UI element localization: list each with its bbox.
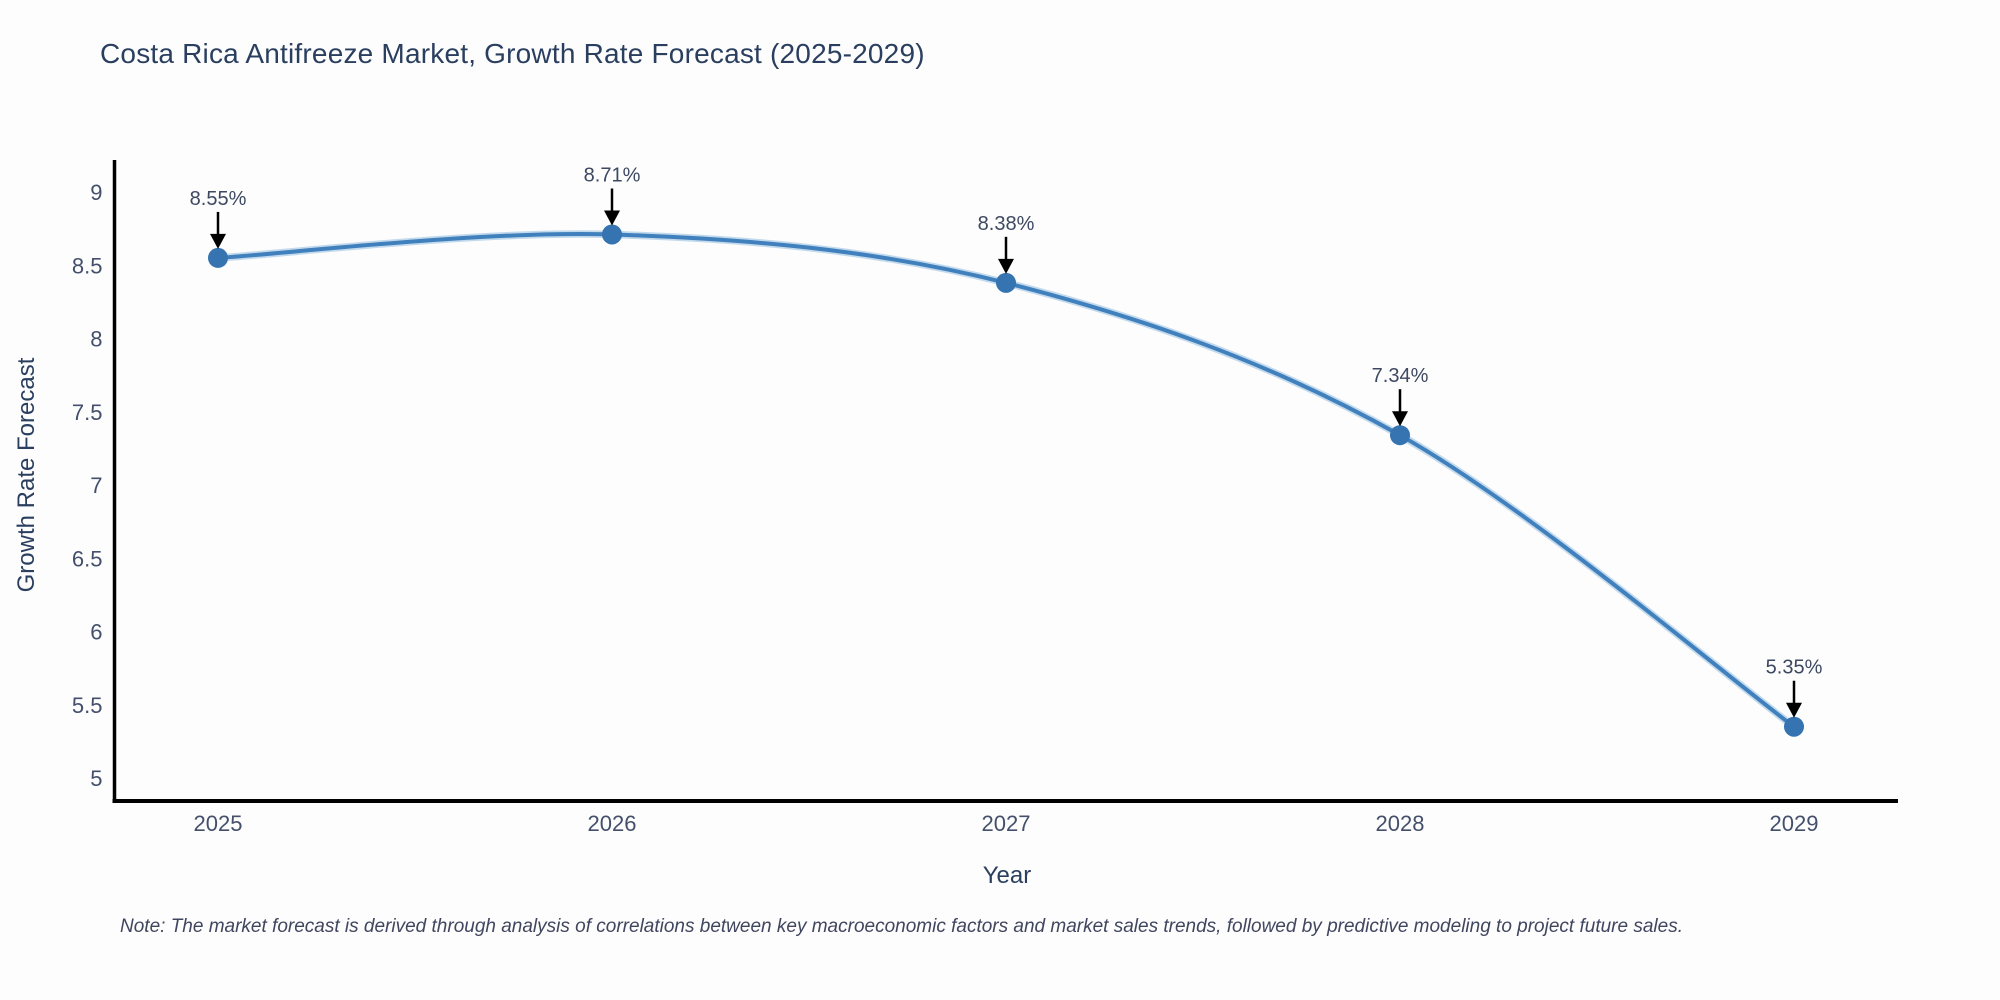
series-line-halo [214, 230, 1798, 731]
data-point-marker [1390, 425, 1410, 446]
data-point-marker [996, 272, 1016, 293]
annotation-arrow-head [604, 210, 620, 226]
y-tick-label: 9 [90, 180, 102, 205]
annotation-arrow-head [1392, 411, 1408, 427]
data-point-marker [1784, 716, 1804, 737]
y-tick-label: 7 [90, 473, 102, 498]
data-point-marker [208, 247, 228, 268]
data-point-marker [602, 224, 622, 245]
annotation-value-label: 7.34% [1372, 365, 1429, 387]
x-tick-label: 2026 [588, 811, 637, 836]
annotation-value-label: 8.38% [978, 213, 1035, 235]
annotation-arrow-head [210, 233, 226, 249]
x-axis-title: Year [982, 862, 1032, 889]
annotation-value-label: 8.55% [190, 188, 247, 210]
series-line [216, 232, 1796, 729]
x-tick-label: 2027 [982, 811, 1031, 836]
annotation-value-label: 5.35% [1766, 657, 1823, 679]
y-tick-label: 6 [90, 620, 102, 645]
y-tick-label: 8.5 [72, 253, 103, 278]
y-tick-label: 7.5 [72, 400, 103, 425]
chart-title: Costa Rica Antifreeze Market, Growth Rat… [100, 38, 925, 69]
x-tick-label: 2025 [194, 811, 243, 836]
annotation-arrow-head [1786, 702, 1802, 718]
footnote: Note: The market forecast is derived thr… [120, 916, 1683, 937]
x-tick-label: 2029 [1770, 811, 1819, 836]
y-tick-label: 8 [90, 327, 102, 352]
x-tick-label: 2028 [1376, 811, 1425, 836]
y-tick-label: 6.5 [72, 546, 103, 571]
y-tick-label: 5.5 [72, 693, 103, 718]
annotation-value-label: 8.71% [584, 164, 641, 186]
y-tick-label: 5 [90, 766, 102, 791]
annotation-arrow-head [998, 258, 1014, 274]
